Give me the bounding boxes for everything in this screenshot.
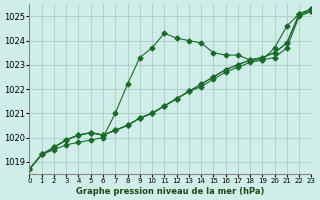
X-axis label: Graphe pression niveau de la mer (hPa): Graphe pression niveau de la mer (hPa) — [76, 187, 265, 196]
